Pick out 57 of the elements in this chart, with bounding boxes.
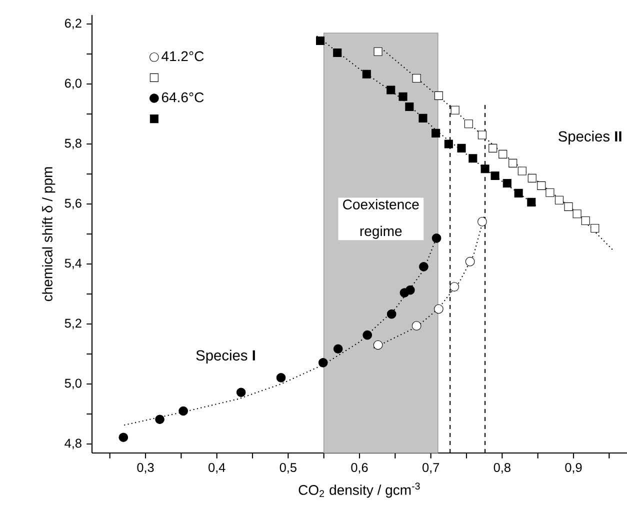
legend-label: 41.2°C: [162, 51, 204, 62]
point: [502, 179, 512, 188]
point: [412, 321, 422, 330]
point: [412, 74, 421, 83]
annotation: Species II: [558, 130, 622, 144]
y-tick-label: 5,0: [64, 378, 82, 390]
point: [444, 140, 453, 148]
x-tick-label: 0,8: [494, 463, 510, 474]
point: [514, 188, 523, 198]
point: [405, 285, 415, 295]
point: [434, 304, 444, 314]
point: [419, 262, 428, 272]
point: [118, 432, 128, 442]
x-tick-label: 0,5: [280, 463, 296, 474]
y-tick-label: 5,2: [64, 318, 82, 330]
line-series: [316, 35, 538, 208]
x-tick-label: 0,4: [208, 463, 226, 474]
x-tick-label: 0,9: [565, 463, 582, 474]
y-tick-label: 5,8: [64, 138, 82, 150]
point: [333, 344, 343, 354]
y-tick-label: 6,0: [65, 78, 82, 90]
point: [386, 309, 396, 319]
point: [316, 36, 325, 46]
point: [373, 340, 383, 350]
point: [178, 406, 188, 416]
point: [457, 144, 466, 152]
point: [236, 388, 246, 398]
point: [527, 198, 536, 206]
y-tick-label: 4,8: [64, 438, 82, 450]
point: [276, 373, 286, 382]
point: [333, 48, 342, 58]
y-tick-label: 6,2: [65, 18, 82, 30]
y-tick-label: 5,4: [64, 258, 82, 270]
point: [318, 358, 328, 368]
point: [432, 234, 442, 243]
x-tick-label: 0,3: [137, 463, 154, 474]
annotation: Species I: [196, 350, 255, 364]
point: [386, 86, 396, 94]
point: [362, 70, 371, 78]
y-tick-label: 5,6: [64, 198, 82, 210]
point: [155, 414, 164, 424]
x-tick-label: 0,6: [351, 463, 368, 474]
point: [398, 92, 408, 101]
y-axis-title: chemical shift δ / ppm: [42, 167, 56, 302]
point: [418, 114, 428, 122]
point: [480, 164, 490, 174]
point: [434, 91, 443, 100]
point: [362, 330, 372, 340]
point: [432, 128, 440, 138]
point: [468, 154, 478, 163]
band-label: Coexistence regime: [343, 199, 419, 239]
x-axis-title: CO$_{2}$ density / gcm$^{-3}$: [298, 482, 420, 498]
x-tick-label: 0,7: [422, 463, 440, 474]
point: [490, 172, 500, 180]
point: [405, 102, 414, 112]
point: [374, 47, 382, 56]
legend-label: 64.6°C: [162, 92, 204, 102]
